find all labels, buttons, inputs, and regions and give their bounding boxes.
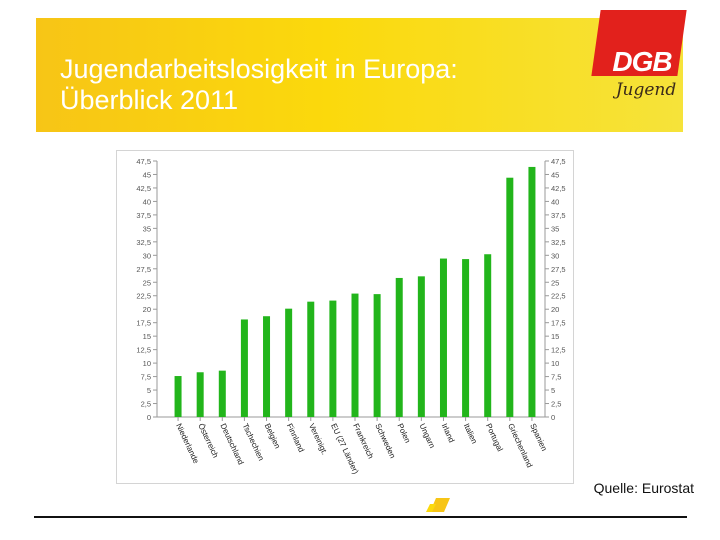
y-tick-label-right: 35 [551,224,559,233]
x-tick-label: Vereinigt. [307,422,329,456]
y-tick-label-left: 37,5 [136,211,151,220]
x-tick-label: Niederlande [174,422,201,465]
y-tick-label-right: 10 [551,359,559,368]
y-tick-label-left: 17,5 [136,319,151,328]
y-tick-label-right: 32,5 [551,238,566,247]
dgb-jugend-logo: DGB Jugend [578,10,688,122]
x-tick-label: Polen [395,422,412,444]
y-tick-label-left: 22,5 [136,292,151,301]
y-tick-label-right: 30 [551,251,559,260]
x-tick-label: Tschechien [241,422,266,462]
y-tick-label-right: 7,5 [551,373,561,382]
x-tick-label: Frankreich [351,422,375,460]
y-tick-label-right: 40 [551,197,559,206]
y-tick-label-left: 45 [143,170,151,179]
y-tick-label-left: 25 [143,278,151,287]
y-tick-label-left: 5 [147,386,151,395]
chart-container: 0 0 2,5 2,5 5 5 7,5 7,5 10 10 12,5 12,5 15 15 17,5 17,5… [116,150,574,484]
y-tick-label-left: 32,5 [136,238,151,247]
y-tick-label-right: 25 [551,278,559,287]
y-tick-label-right: 17,5 [551,319,566,328]
x-tick-label: Finnland [285,422,306,454]
y-tick-label-left: 20 [143,305,151,314]
y-tick-label-left: 0 [147,413,151,422]
bar-chart: 0 0 2,5 2,5 5 5 7,5 7,5 10 10 12,5 12,5 15 15 17,5 17,5… [136,157,566,476]
y-tick-label-right: 47,5 [551,157,566,166]
y-tick-label-right: 12,5 [551,346,566,355]
bar [528,166,536,417]
y-tick-label-right: 42,5 [551,184,566,193]
x-tick-label: Ungarn [418,422,437,450]
x-tick-label: Italien [462,422,479,445]
footer-decor-icon [426,498,450,512]
bar [329,300,337,417]
y-tick-label-right: 22,5 [551,292,566,301]
y-tick-label-left: 35 [143,224,151,233]
y-tick-label-left: 27,5 [136,265,151,274]
y-tick-label-left: 12,5 [136,346,151,355]
x-tick-label: Deutschland [218,422,245,466]
y-tick-label-right: 15 [551,332,559,341]
y-tick-label-right: 5 [551,386,555,395]
bar [462,259,470,417]
y-tick-label-right: 2,5 [551,400,561,409]
y-tick-label-right: 20 [551,305,559,314]
header-banner: Jugendarbeitslosigkeit in Europa: Überbl… [36,10,687,132]
y-tick-label-right: 27,5 [551,265,566,274]
logo-subtext: Jugend [615,80,677,100]
slide-title: Jugendarbeitslosigkeit in Europa: Überbl… [60,54,458,115]
logo-text: DGB [612,46,672,77]
x-tick-label: Belgien [263,422,282,450]
y-tick-label-left: 47,5 [136,157,151,166]
x-tick-label: Österreich [196,422,220,459]
y-tick-label-left: 10 [143,359,151,368]
bar [240,319,248,417]
bar [439,258,447,417]
y-tick-label-left: 30 [143,251,151,260]
footer-line [34,516,687,518]
bar [174,376,182,417]
y-tick-label-left: 40 [143,197,151,206]
x-tick-label: Irland [440,422,457,444]
bar [196,372,204,417]
bar [395,277,403,417]
y-tick-label-left: 42,5 [136,184,151,193]
bar [307,301,315,417]
y-tick-label-right: 45 [551,170,559,179]
source-note: Quelle: Eurostat [593,480,694,496]
bar [484,254,492,417]
y-tick-label-left: 2,5 [141,400,151,409]
bar [218,370,226,417]
y-tick-label-right: 37,5 [551,211,566,220]
x-tick-label: Portugal [484,422,505,453]
x-tick-label: Spanien [528,422,549,452]
bar [285,308,293,417]
y-tick-label-left: 15 [143,332,151,341]
bar [263,316,271,417]
x-tick-label: Schweden [373,422,397,460]
bar [351,293,359,417]
bar [373,294,381,417]
bar [417,276,425,417]
bar [506,177,514,417]
y-tick-label-right: 0 [551,413,555,422]
y-tick-label-left: 7,5 [141,373,151,382]
